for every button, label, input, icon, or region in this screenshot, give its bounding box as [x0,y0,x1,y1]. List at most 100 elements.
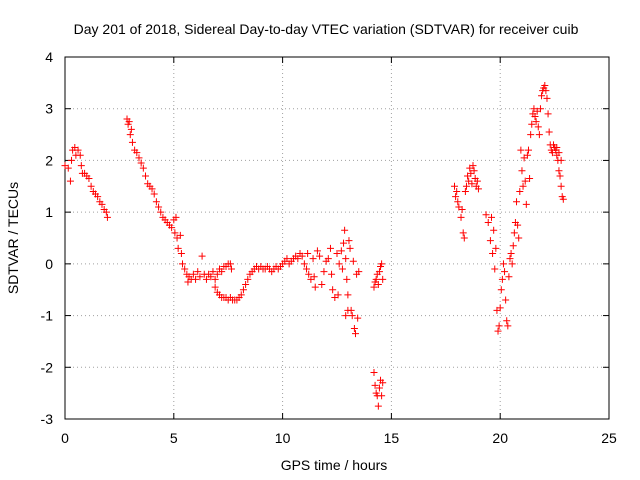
plot-frame [64,56,610,420]
data-point [375,268,383,276]
data-point [492,244,500,252]
data-point [304,250,312,258]
x-tick-label: 5 [170,430,178,446]
data-point [374,402,382,410]
data-point [534,123,542,131]
data-point [370,283,378,291]
data-point [157,208,165,216]
data-point [351,330,359,338]
data-point [514,221,522,229]
data-point [545,128,553,136]
data-point [509,242,517,250]
data-point [294,255,302,263]
data-point [470,167,478,175]
data-point [375,384,383,392]
data-point [94,193,102,201]
data-point [328,270,336,278]
data-point [501,268,509,276]
data-point [489,250,497,258]
x-tick-label: 10 [275,430,291,446]
data-point [350,325,358,332]
data-point [340,239,348,247]
data-point [518,167,526,175]
data-point [172,213,180,221]
x-tick-label: 20 [492,430,508,446]
data-point [127,125,135,133]
data-point [451,182,459,190]
y-tick-label: 3 [45,101,53,117]
data-point [227,265,235,273]
data-point [309,255,317,263]
data-point [556,172,564,180]
data-point [103,213,111,221]
data-point [469,162,477,170]
y-tick-label: -2 [41,359,54,375]
data-point [211,275,219,283]
data-point [355,268,363,276]
data-point [313,247,321,255]
data-point [155,203,163,211]
data-point [504,322,512,330]
data-point [324,255,332,263]
data-point [150,190,158,198]
data-point [543,94,551,102]
data-point [337,247,345,255]
data-point [503,317,511,325]
data-point [522,200,530,208]
data-series-sdtvar [61,81,567,410]
data-point [329,286,337,294]
data-point [142,172,150,180]
data-point [218,268,226,276]
data-point [148,185,156,193]
x-tick-label: 0 [61,430,69,446]
data-point [370,368,378,376]
data-point [535,131,543,139]
data-point [333,250,341,258]
data-point [523,151,531,159]
data-point [343,275,351,283]
data-point [348,312,356,320]
data-point [209,268,217,276]
data-point [133,149,141,157]
data-point [524,146,532,154]
data-point [207,273,215,281]
y-tick-label: -3 [41,411,54,427]
data-point [239,286,247,294]
data-point [64,164,72,172]
data-point [508,260,516,268]
data-point [76,151,84,159]
data-point [532,118,540,126]
data-point [468,180,476,188]
data-point [521,177,529,185]
grid-lines [65,57,609,419]
data-point [334,291,342,299]
data-point [77,162,85,170]
data-point [126,131,134,139]
data-point [135,154,143,162]
data-point [452,193,460,201]
data-point [474,185,482,193]
data-point [486,237,494,245]
data-point [374,281,382,289]
x-tick-label: 15 [384,430,400,446]
y-tick-label: 4 [45,49,53,65]
data-point [498,275,506,283]
data-point [371,381,379,389]
chart-title: Day 201 of 2018, Sidereal Day-to-day VTE… [74,21,579,37]
data-point [542,87,550,95]
data-point [176,231,184,239]
data-point [349,257,357,265]
data-point [372,275,380,283]
y-tick-label: 2 [45,152,53,168]
data-point [544,110,552,118]
data-point [152,198,160,206]
data-point [461,187,469,195]
data-point [242,281,250,289]
data-point [345,237,353,245]
data-point [379,275,387,283]
data-point [300,260,308,268]
data-point [344,306,352,314]
data-point [457,213,465,221]
data-point [98,200,106,208]
data-point [344,291,352,299]
